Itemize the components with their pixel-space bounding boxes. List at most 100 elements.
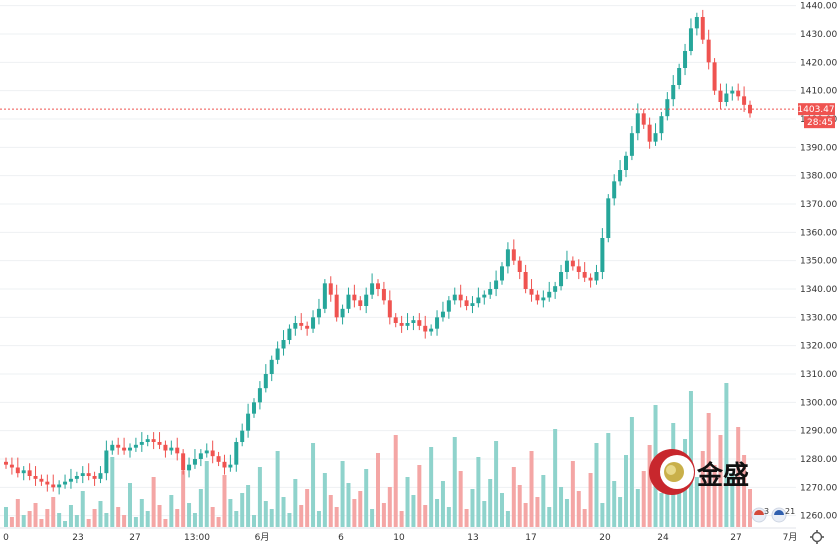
volume-bar <box>228 499 233 527</box>
candle-body <box>618 170 623 182</box>
candle-body <box>151 439 156 442</box>
x-tick-label: 6 <box>338 533 344 543</box>
volume-bar <box>476 457 481 527</box>
y-tick-label: 1270.00 <box>800 483 837 493</box>
volume-bar <box>210 507 215 527</box>
candle-body <box>86 473 91 476</box>
volume-bar <box>748 489 752 527</box>
volume-bar <box>370 509 375 527</box>
candle-body <box>33 476 38 479</box>
candle-body <box>553 286 558 292</box>
candle-body <box>559 272 564 287</box>
candle-body <box>228 464 233 468</box>
volume-bar <box>322 473 327 527</box>
candle-body <box>564 260 569 272</box>
volume-bar <box>381 503 386 527</box>
volume-bar <box>252 515 256 527</box>
candle-body <box>535 294 540 301</box>
logo-text: 金盛 <box>696 460 749 491</box>
candle-body <box>181 453 186 471</box>
y-tick-label: 1440.00 <box>800 2 837 12</box>
volume-bar <box>145 511 150 527</box>
volume-bar <box>387 487 392 527</box>
candle-body <box>724 93 729 102</box>
volume-bar <box>523 503 528 527</box>
x-tick-label: 13:00 <box>184 533 210 543</box>
volume-bar <box>128 483 132 527</box>
volume-bar <box>110 457 115 527</box>
volume-bar <box>511 467 516 527</box>
last-price-label: 1403.47 <box>797 105 834 115</box>
volume-bar <box>736 427 741 527</box>
candle-body <box>541 297 546 301</box>
candle-body <box>39 478 44 482</box>
volume-bar <box>364 469 369 527</box>
volume-bar <box>712 465 717 527</box>
candle-body <box>328 283 333 295</box>
candle-body <box>133 444 138 448</box>
y-axis: 1260.00 1270.00 1280.00 1290.00 1300.00 1310.… <box>800 2 837 522</box>
volume-bar <box>730 473 735 527</box>
candle-body <box>440 311 445 318</box>
candle-body <box>163 444 168 451</box>
candle-body <box>340 308 345 318</box>
volume-bar <box>175 509 180 527</box>
candle-body <box>57 484 62 488</box>
candle-body <box>582 272 587 278</box>
volume-bar <box>659 493 664 527</box>
candle-body <box>458 294 463 301</box>
candle-body <box>635 113 640 134</box>
volume-bar <box>157 505 162 527</box>
volume-bar <box>564 499 569 527</box>
volume-bar <box>494 441 499 527</box>
candle-body <box>511 249 516 261</box>
candle-body <box>175 447 180 454</box>
volume-bar <box>594 443 599 527</box>
candle-body <box>252 402 256 414</box>
y-tick-label: 1310.00 <box>800 370 837 380</box>
volume-bar <box>718 435 723 527</box>
candle-body <box>464 300 469 306</box>
x-tick-label: 27 <box>129 533 140 543</box>
y-tick-label: 1420.00 <box>800 58 837 68</box>
volume-bar <box>287 513 292 527</box>
volume-bar <box>429 447 434 527</box>
volume-bar <box>263 501 268 527</box>
candle-body <box>210 450 215 457</box>
volume-bar <box>139 499 144 527</box>
event-badge-us-2[interactable]: 21 <box>771 507 795 523</box>
candle-body <box>293 323 298 329</box>
candle-body <box>187 464 192 471</box>
candle-body <box>216 456 221 462</box>
candle-body <box>157 442 162 445</box>
candle-body <box>387 300 392 318</box>
candle-body <box>346 294 351 309</box>
candle-body <box>240 430 245 442</box>
volume-bar <box>647 445 652 527</box>
volume-bar <box>316 511 321 527</box>
volume-bar <box>68 505 73 527</box>
volume-bar <box>133 517 138 527</box>
candle-body <box>145 439 150 442</box>
volume-bar <box>629 417 634 527</box>
candle-body <box>287 328 292 340</box>
candle-body <box>234 442 239 465</box>
volume-bar <box>440 481 445 527</box>
settings-gear-icon[interactable] <box>810 530 824 544</box>
event-badge-us[interactable]: 3 <box>751 507 769 523</box>
y-tick-label: 1280.00 <box>800 455 837 465</box>
volume-bar <box>340 461 345 527</box>
volume-bar <box>104 513 109 527</box>
candle-body <box>139 442 144 445</box>
candle-body <box>523 272 528 289</box>
volume-bar <box>352 499 357 527</box>
candle-body <box>269 359 274 374</box>
x-tick-label: 0 <box>3 533 9 543</box>
candle-body <box>706 39 711 63</box>
candle-body <box>641 113 646 125</box>
candle-body <box>665 99 670 117</box>
candle-body <box>4 461 8 465</box>
volume-bar <box>98 501 103 527</box>
candle-body <box>476 297 481 304</box>
